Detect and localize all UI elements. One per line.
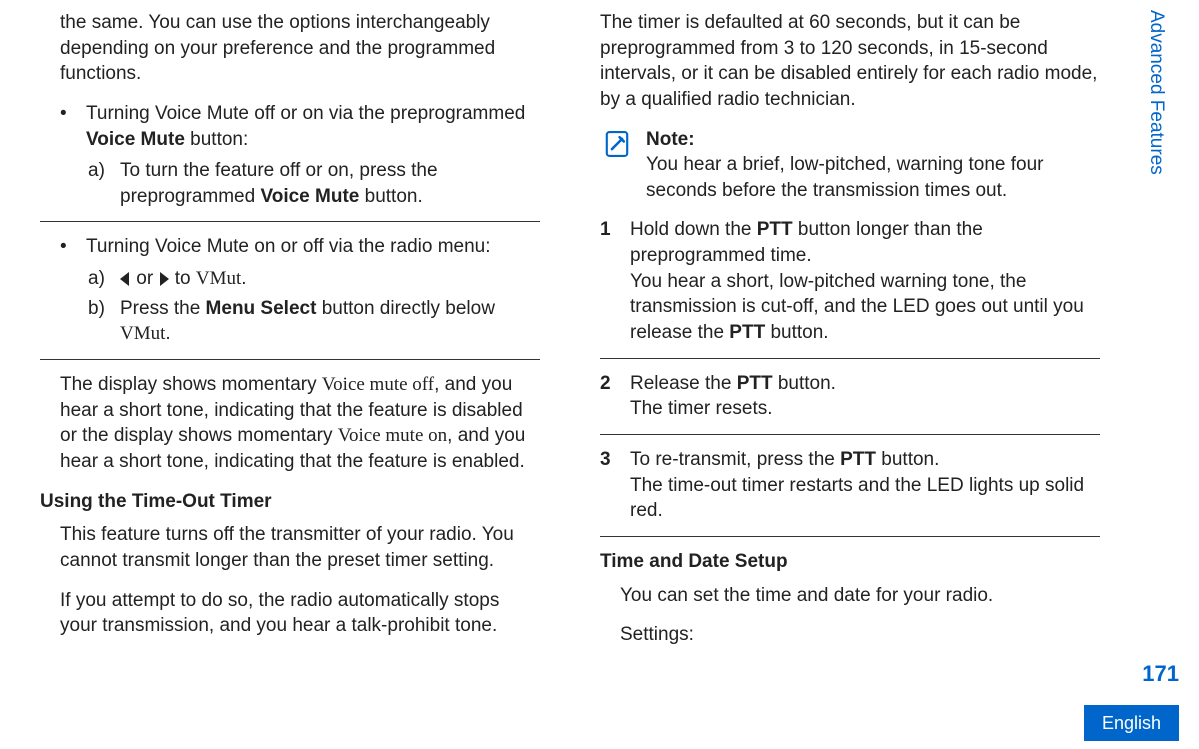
timer-default-text: The timer is defaulted at 60 seconds, bu… <box>600 10 1100 113</box>
divider <box>600 434 1100 435</box>
step-2: 2 Release the PTT button. The timer rese… <box>600 371 1100 422</box>
divider <box>600 358 1100 359</box>
bullet-2a: a) or to VMut. <box>88 266 540 292</box>
divider <box>600 536 1100 537</box>
td-p2: Settings: <box>620 622 1100 648</box>
bullet-1a: a) To turn the feature off or on, press … <box>88 158 540 209</box>
heading-timeout: Using the Time-Out Timer <box>40 489 540 515</box>
language-tab: English <box>1084 705 1179 741</box>
divider <box>40 359 540 360</box>
step-3: 3 To re-transmit, press the PTT button. … <box>600 447 1100 524</box>
note-body: You hear a brief, low-pitched, warning t… <box>646 152 1100 203</box>
note-title: Note: <box>646 127 1100 153</box>
tot-p1: This feature turns off the transmitter o… <box>60 522 540 573</box>
bullet-2: • Turning Voice Mute on or off via the r… <box>60 234 540 260</box>
right-column: The timer is defaulted at 60 seconds, bu… <box>600 10 1100 662</box>
tot-p2: If you attempt to do so, the radio autom… <box>60 588 540 639</box>
note-icon <box>600 127 634 161</box>
bullet-dot: • <box>60 234 72 260</box>
td-p1: You can set the time and date for your r… <box>620 583 1100 609</box>
note-box: Note: You hear a brief, low-pitched, war… <box>600 127 1100 204</box>
step-1: 1 Hold down the PTT button longer than t… <box>600 217 1100 345</box>
side-tab: Advanced Features <box>1143 10 1169 175</box>
divider <box>40 221 540 222</box>
bullet-1-text: Turning Voice Mute off or on via the pre… <box>86 101 540 152</box>
intro-text: the same. You can use the options interc… <box>60 10 540 87</box>
left-arrow-icon <box>120 272 129 286</box>
bullet-2b: b) Press the Menu Select button directly… <box>88 296 540 347</box>
heading-timedate: Time and Date Setup <box>600 549 1100 575</box>
left-column: the same. You can use the options interc… <box>40 10 540 662</box>
bullet-dot: • <box>60 101 72 152</box>
bullet-1: • Turning Voice Mute off or on via the p… <box>60 101 540 152</box>
page-number: 171 <box>1142 659 1179 689</box>
result-text: The display shows momentary Voice mute o… <box>60 372 540 475</box>
